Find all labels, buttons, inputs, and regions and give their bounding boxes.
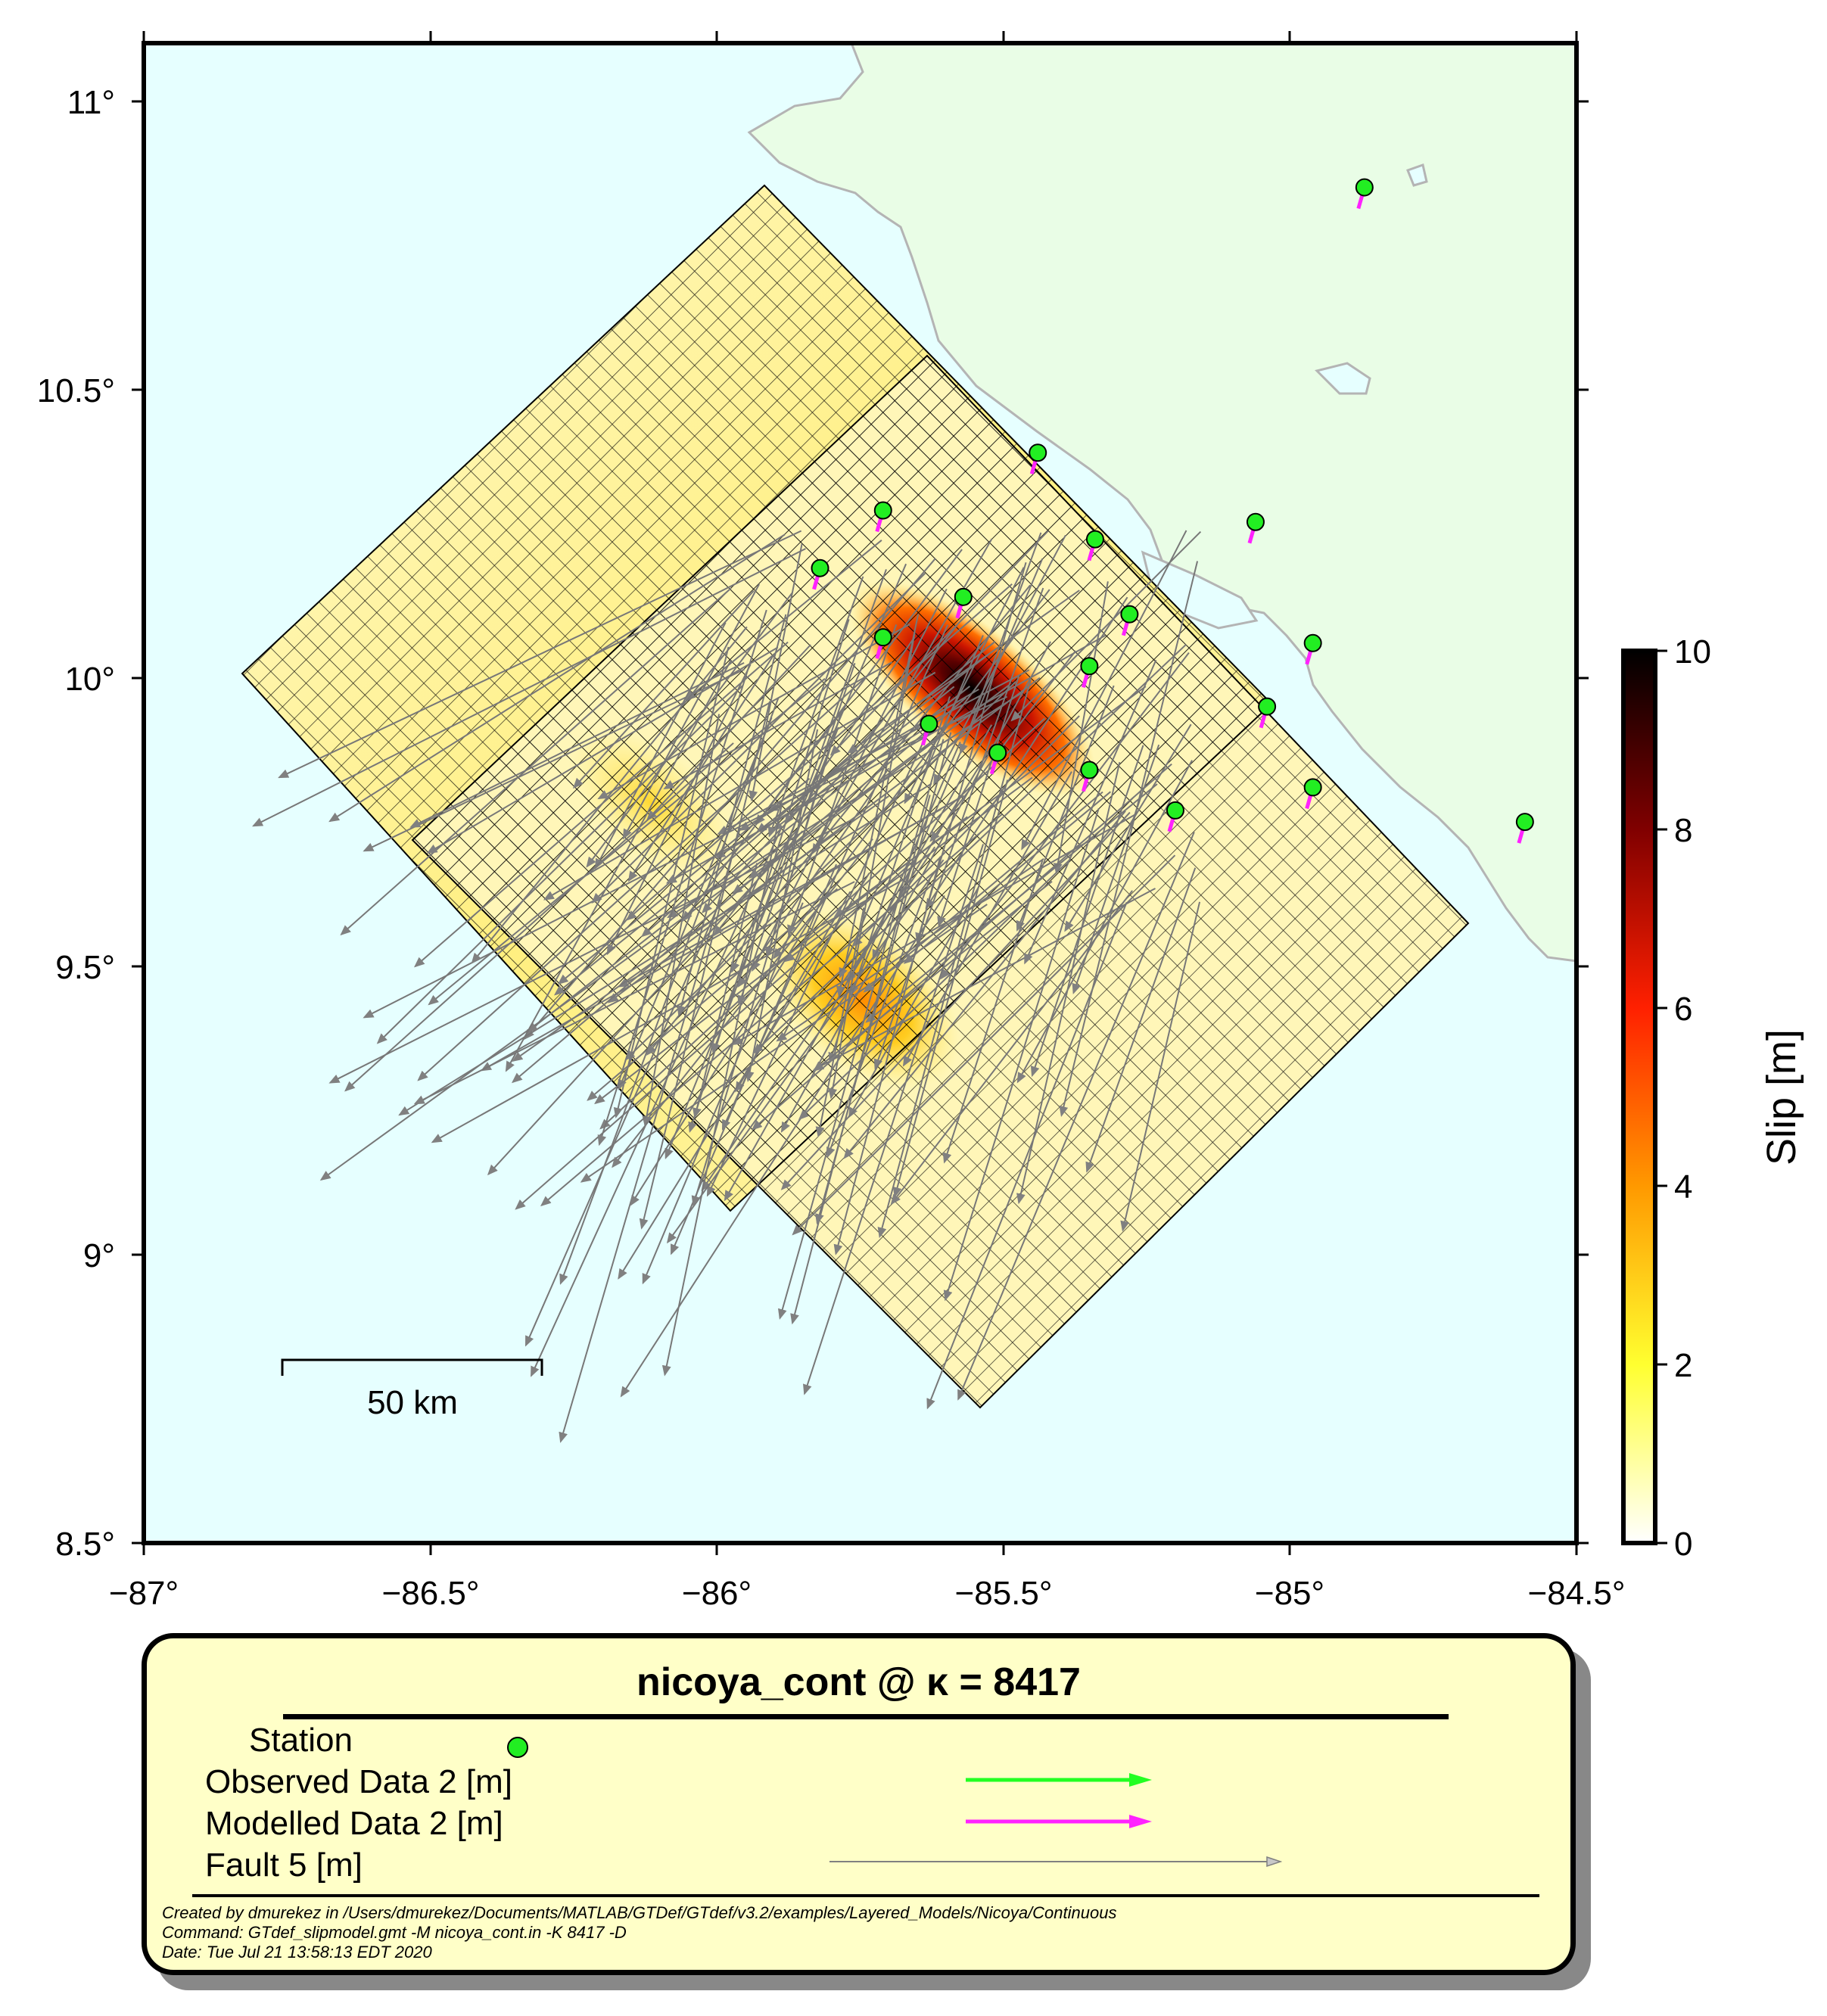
station-marker bbox=[1029, 444, 1046, 461]
legend-label-observed: Observed Data 2 [m] bbox=[205, 1763, 512, 1801]
station-marker bbox=[811, 560, 828, 577]
x-tick-label: −84.5° bbox=[1528, 1575, 1626, 1612]
station-marker bbox=[1121, 606, 1138, 623]
station-marker bbox=[1081, 762, 1097, 779]
y-tick-label: 9° bbox=[83, 1237, 115, 1274]
y-tick-label: 10.5° bbox=[37, 372, 115, 409]
observed-arrow-icon bbox=[964, 1771, 1153, 1789]
x-tick-label: −85.5° bbox=[955, 1575, 1053, 1612]
y-tick-label: 11° bbox=[67, 84, 115, 121]
colorbar-tick-label: 10 bbox=[1674, 633, 1711, 670]
footer-created-by: Created by dmurekez in /Users/dmurekez/D… bbox=[162, 1903, 1116, 1923]
x-tick-label: −86.5° bbox=[382, 1575, 480, 1612]
station-marker bbox=[1305, 779, 1321, 795]
station-marker bbox=[875, 502, 892, 518]
station-marker bbox=[1167, 802, 1184, 819]
station-marker bbox=[1517, 814, 1533, 830]
x-tick-label: −85° bbox=[1255, 1575, 1324, 1612]
colorbar-tick-label: 4 bbox=[1674, 1168, 1692, 1206]
station-marker bbox=[1259, 698, 1275, 715]
legend-box: nicoya_cont @ κ = 8417 Station Observed … bbox=[142, 1633, 1576, 1975]
station-marker bbox=[1356, 179, 1373, 196]
station-marker bbox=[1081, 658, 1097, 674]
x-tick-label: −87° bbox=[109, 1575, 179, 1612]
y-tick-label: 8.5° bbox=[55, 1526, 115, 1563]
station-marker bbox=[1305, 635, 1321, 652]
footer-date: Date: Tue Jul 21 13:58:13 EDT 2020 bbox=[162, 1943, 432, 1962]
legend-divider bbox=[283, 1714, 1449, 1719]
legend-label-station: Station bbox=[249, 1722, 353, 1759]
legend-footer-divider bbox=[192, 1894, 1539, 1897]
station-marker bbox=[1087, 531, 1103, 548]
colorbar-tick-label: 0 bbox=[1674, 1526, 1692, 1563]
colorbar-gradient bbox=[1623, 651, 1655, 1543]
station-marker bbox=[875, 629, 892, 646]
station-marker bbox=[920, 716, 937, 733]
colorbar-title: Slip [m] bbox=[1759, 1029, 1804, 1165]
colorbar-tick-label: 6 bbox=[1674, 991, 1692, 1028]
station-marker bbox=[1247, 514, 1264, 530]
legend-title: nicoya_cont @ κ = 8417 bbox=[147, 1660, 1570, 1705]
x-tick-label: −86° bbox=[682, 1575, 752, 1612]
colorbar-tick-label: 8 bbox=[1674, 812, 1692, 849]
station-marker bbox=[989, 745, 1006, 761]
y-tick-label: 9.5° bbox=[55, 949, 115, 986]
fault-arrow-icon bbox=[828, 1854, 1282, 1869]
y-tick-label: 10° bbox=[64, 661, 115, 698]
scale-bar-label: 50 km bbox=[367, 1384, 458, 1421]
station-marker bbox=[955, 589, 972, 605]
legend-label-fault: Fault 5 [m] bbox=[205, 1846, 363, 1884]
footer-command: Command: GTdef_slipmodel.gmt -M nicoya_c… bbox=[162, 1923, 627, 1943]
legend-label-modelled: Modelled Data 2 [m] bbox=[205, 1805, 503, 1843]
modelled-arrow-icon bbox=[964, 1812, 1153, 1831]
station-symbol-icon bbox=[507, 1737, 528, 1758]
colorbar-tick-label: 2 bbox=[1674, 1347, 1692, 1384]
colorbar: 0 2 4 6 8 10 Slip [m] bbox=[1623, 633, 1804, 1563]
